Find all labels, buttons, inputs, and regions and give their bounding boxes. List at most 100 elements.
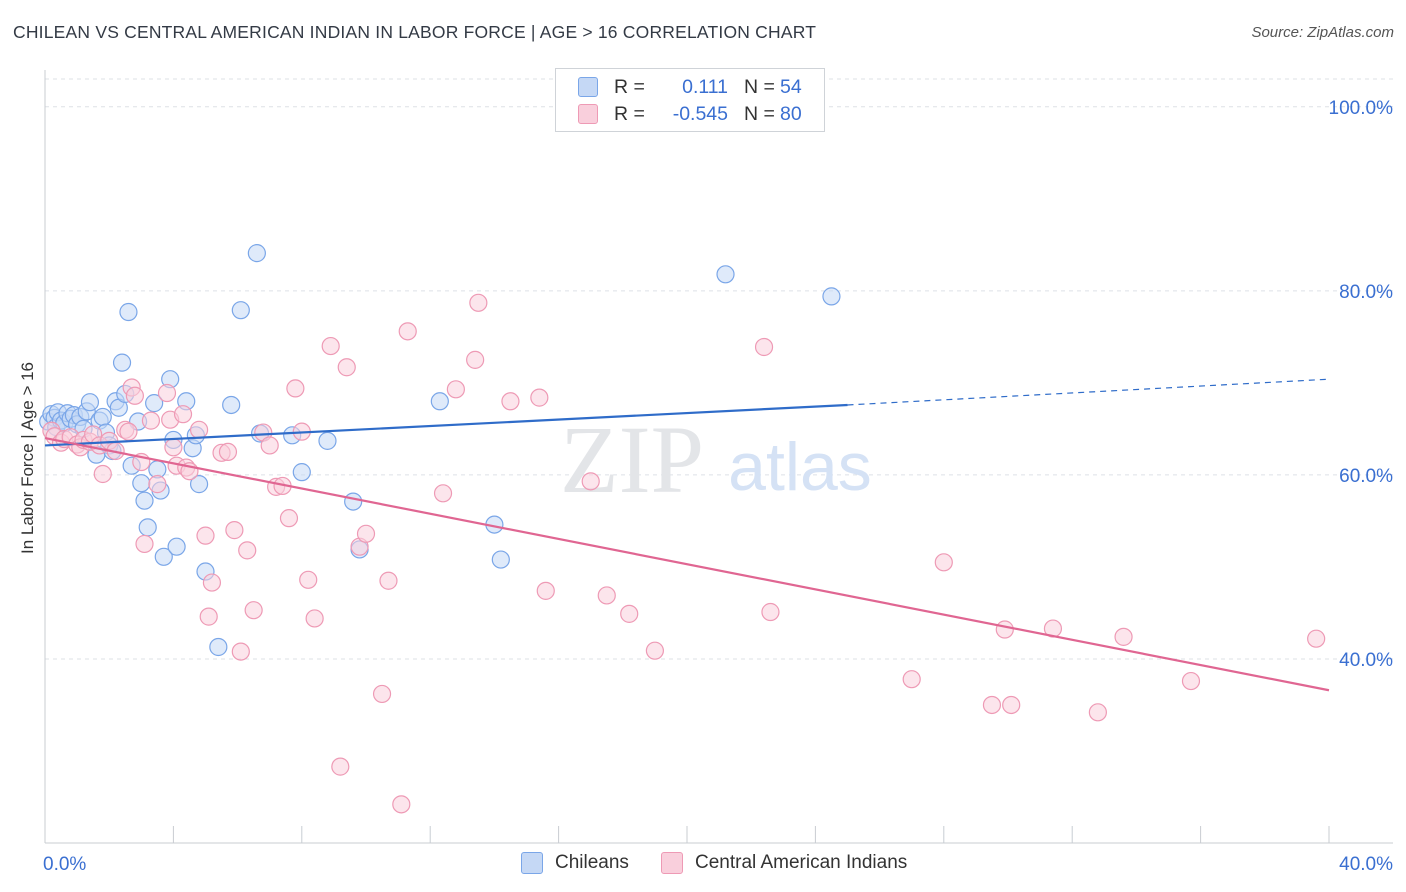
chilean-point	[209, 637, 228, 657]
central-american-indian-point	[581, 472, 600, 491]
x-tick-label: 40.0%	[1339, 854, 1393, 875]
central-american-indian-point	[231, 642, 250, 661]
legend-row-chileans: R = 0.111 N = 54	[578, 75, 802, 99]
series-name-chileans: Chileans	[555, 852, 629, 873]
central-american-indian-point	[93, 464, 112, 484]
chilean-point	[716, 265, 735, 284]
central-american-indian-point	[982, 695, 1002, 715]
legend-n-value: 80	[780, 102, 802, 125]
chilean-point	[145, 394, 164, 413]
chilean-point	[292, 463, 311, 482]
central-american-indian-point	[1088, 703, 1107, 722]
y-axis-label: In Labor Force | Age > 16	[18, 361, 37, 555]
legend-r-value: 0.111	[682, 75, 728, 98]
central-american-indian-point	[761, 602, 780, 622]
x-tick-label: 0.0%	[43, 854, 86, 875]
series-swatch-central-american-indians	[661, 852, 683, 874]
chilean-point	[80, 393, 100, 412]
stats-legend: R = 0.111 N = 54 R = -0.545 N = 80	[555, 68, 825, 132]
central-american-indian-point	[372, 684, 392, 704]
central-american-indian-point	[321, 336, 340, 356]
watermark: ZIP atlas	[560, 406, 872, 513]
central-american-indian-point	[125, 386, 144, 405]
series-name-central-american-indians: Central American Indians	[695, 852, 908, 873]
chilean-point	[138, 518, 157, 537]
legend-swatch-chileans	[578, 77, 598, 97]
central-american-indian-point	[466, 350, 485, 369]
legend-n-value: 54	[780, 75, 802, 98]
chilean-point	[135, 491, 154, 510]
central-american-indians-trend-line	[44, 437, 1330, 692]
chilean-point	[154, 547, 173, 566]
chilean-point	[189, 475, 209, 494]
series-swatch-chileans	[521, 852, 543, 874]
chilean-point	[167, 537, 186, 556]
legend-r-label: R =	[614, 75, 645, 98]
central-american-indian-point	[356, 524, 376, 543]
central-american-indian-point	[1181, 671, 1201, 691]
chilean-point	[222, 395, 241, 415]
grid-lines	[45, 78, 1393, 660]
data-points	[39, 244, 1326, 814]
central-american-indian-point	[202, 573, 222, 592]
central-american-indian-point	[995, 620, 1014, 639]
central-american-indian-point	[1114, 627, 1133, 646]
central-american-indian-point	[238, 541, 257, 560]
central-american-indian-point	[469, 293, 488, 312]
central-american-indian-point	[141, 411, 161, 430]
central-american-indian-point	[305, 609, 324, 628]
source-credit: Source: ZipAtlas.com	[1251, 24, 1394, 41]
central-american-indian-point	[446, 380, 465, 399]
central-american-indian-point	[620, 604, 639, 623]
series-legend-central-american-indians: Central American Indians	[661, 852, 907, 874]
central-american-indian-point	[433, 484, 453, 503]
central-american-indian-point	[902, 670, 921, 689]
central-american-indian-point	[164, 438, 183, 457]
central-american-indian-point	[218, 442, 238, 461]
chilean-point	[93, 407, 112, 427]
central-american-indian-point	[299, 570, 318, 589]
legend-row-central-american-indians: R = -0.545 N = 80	[578, 102, 802, 126]
chilean-point	[112, 353, 132, 372]
series-legend: Chileans Central American Indians	[0, 852, 1406, 876]
central-american-indian-point	[337, 358, 356, 377]
watermark-atlas: atlas	[728, 429, 872, 505]
central-american-indian-point	[501, 392, 520, 411]
legend-n-label: N =	[744, 75, 775, 98]
y-tick-label: 80.0%	[1339, 282, 1393, 303]
legend-r-value: -0.545	[672, 102, 728, 125]
central-american-indian-point	[597, 586, 616, 605]
chileans-trend-extension	[847, 378, 1330, 406]
central-american-indian-point	[286, 379, 305, 398]
series-legend-chileans: Chileans	[521, 852, 629, 874]
tick-labels: 40.0% 60.0% 80.0% 100.0% 0.0% 40.0%	[43, 98, 1393, 875]
central-american-indian-point	[934, 553, 953, 572]
axes	[44, 70, 1393, 844]
chilean-point	[430, 392, 449, 411]
central-american-indian-point	[1307, 629, 1326, 648]
central-american-indian-point	[379, 571, 398, 590]
chilean-point	[491, 550, 510, 569]
y-tick-label: 60.0%	[1339, 466, 1393, 487]
central-american-indian-point	[189, 420, 209, 439]
y-tick-label: 40.0%	[1339, 650, 1393, 671]
chart-title: CHILEAN VS CENTRAL AMERICAN INDIAN IN LA…	[13, 22, 817, 42]
central-american-indian-point	[331, 757, 350, 776]
central-american-indian-point	[196, 526, 215, 545]
watermark-zip: ZIP	[560, 406, 704, 513]
central-american-indian-point	[244, 601, 263, 620]
central-american-indian-point	[530, 388, 549, 407]
chilean-point	[231, 301, 250, 320]
legend-n-label: N =	[744, 102, 775, 125]
chileans-trend-line	[44, 403, 848, 447]
central-american-indian-point	[754, 337, 774, 357]
chilean-point	[318, 431, 337, 450]
central-american-indian-point	[536, 581, 555, 600]
central-american-indian-point	[260, 436, 279, 455]
central-american-indian-point	[135, 534, 154, 554]
central-american-indian-point	[398, 322, 417, 341]
central-american-indian-point	[392, 795, 411, 814]
central-american-indian-point	[148, 475, 167, 494]
chilean-point	[247, 244, 266, 263]
